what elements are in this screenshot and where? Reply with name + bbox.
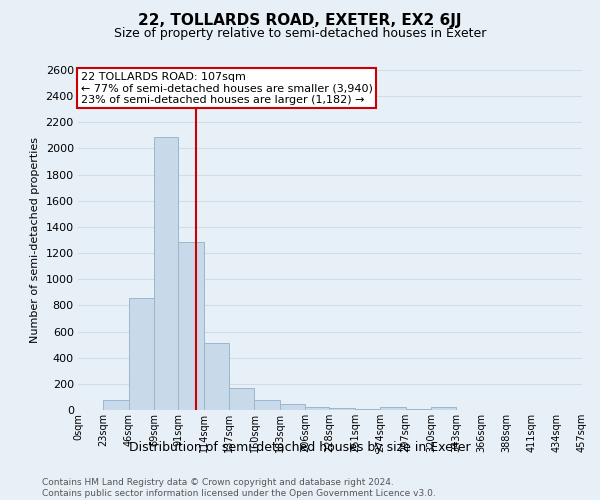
Text: Size of property relative to semi-detached houses in Exeter: Size of property relative to semi-detach… bbox=[114, 28, 486, 40]
Bar bbox=[329, 408, 355, 410]
Bar bbox=[380, 408, 406, 410]
Bar bbox=[280, 404, 305, 410]
Bar bbox=[305, 406, 329, 410]
Bar bbox=[254, 400, 280, 410]
Bar bbox=[431, 408, 456, 410]
Bar bbox=[129, 298, 154, 410]
Text: Distribution of semi-detached houses by size in Exeter: Distribution of semi-detached houses by … bbox=[129, 441, 471, 454]
Bar bbox=[103, 400, 129, 410]
Text: Contains HM Land Registry data © Crown copyright and database right 2024.
Contai: Contains HM Land Registry data © Crown c… bbox=[42, 478, 436, 498]
Bar bbox=[204, 344, 229, 410]
Bar bbox=[229, 388, 254, 410]
Bar bbox=[178, 242, 204, 410]
Text: 22, TOLLARDS ROAD, EXETER, EX2 6JJ: 22, TOLLARDS ROAD, EXETER, EX2 6JJ bbox=[138, 12, 462, 28]
Y-axis label: Number of semi-detached properties: Number of semi-detached properties bbox=[30, 137, 40, 343]
Text: 22 TOLLARDS ROAD: 107sqm
← 77% of semi-detached houses are smaller (3,940)
23% o: 22 TOLLARDS ROAD: 107sqm ← 77% of semi-d… bbox=[80, 72, 373, 105]
Bar bbox=[154, 136, 178, 410]
